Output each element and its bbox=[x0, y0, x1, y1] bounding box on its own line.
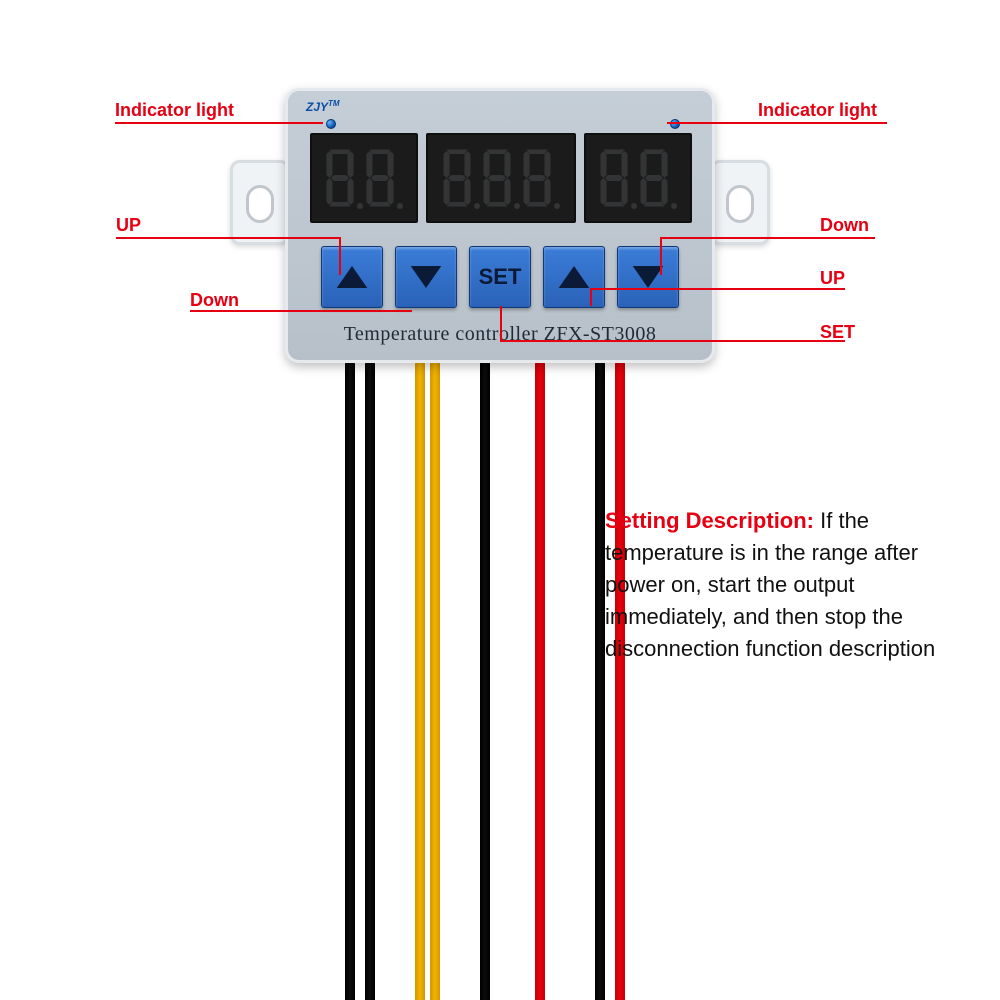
seven-segment-digit bbox=[639, 145, 669, 211]
down-2-button[interactable] bbox=[617, 246, 679, 308]
annotation-indicator-left: Indicator light bbox=[115, 100, 234, 121]
decimal-dot bbox=[671, 203, 677, 209]
decimal-dot bbox=[631, 203, 637, 209]
mount-bracket-left bbox=[230, 160, 290, 245]
decimal-dot bbox=[554, 203, 560, 209]
description-lead: Setting Description: bbox=[605, 508, 820, 533]
leader-up-left bbox=[116, 237, 341, 239]
wire-black-4 bbox=[595, 360, 605, 1000]
brand-logo: ZJYTM bbox=[306, 99, 340, 114]
seven-segment-digit bbox=[522, 145, 552, 211]
setting-description: Setting Description: If the temperature … bbox=[605, 505, 955, 664]
display-screen-2 bbox=[426, 133, 576, 223]
leader-up-right bbox=[590, 288, 845, 290]
wire-black-1 bbox=[345, 360, 355, 1000]
wire-black-3 bbox=[480, 360, 490, 1000]
decimal-dot bbox=[357, 203, 363, 209]
set-button[interactable]: SET bbox=[469, 246, 531, 308]
indicator-led-1 bbox=[326, 119, 336, 129]
decimal-dot bbox=[514, 203, 520, 209]
leader-set-v bbox=[500, 306, 502, 342]
annotation-up-right: UP bbox=[820, 268, 845, 289]
seven-segment-digit bbox=[442, 145, 472, 211]
seven-segment-digit bbox=[482, 145, 512, 211]
up-1-button[interactable] bbox=[321, 246, 383, 308]
leader-indicator-right bbox=[667, 122, 887, 124]
logo-text: ZJY bbox=[306, 100, 328, 114]
leader-down-right bbox=[660, 237, 875, 239]
seven-segment-digit bbox=[599, 145, 629, 211]
leader-down-left bbox=[190, 310, 412, 312]
annotation-down-left: Down bbox=[190, 290, 239, 311]
annotation-up-left: UP bbox=[116, 215, 141, 236]
leader-indicator-left bbox=[115, 122, 323, 124]
display-row bbox=[310, 133, 690, 223]
leader-up-right-v bbox=[590, 288, 592, 306]
button-row: SET bbox=[310, 246, 690, 308]
wire-yellow-1 bbox=[415, 360, 425, 1000]
decimal-dot bbox=[397, 203, 403, 209]
annotation-down-right: Down bbox=[820, 215, 869, 236]
leader-set bbox=[500, 340, 845, 342]
up-2-button[interactable] bbox=[543, 246, 605, 308]
decimal-dot bbox=[474, 203, 480, 209]
annotation-indicator-right: Indicator light bbox=[758, 100, 877, 121]
mount-bracket-right bbox=[710, 160, 770, 245]
wire-red-2 bbox=[615, 360, 625, 1000]
seven-segment-digit bbox=[325, 145, 355, 211]
display-screen-3 bbox=[584, 133, 692, 223]
leader-down-right-v bbox=[660, 237, 662, 275]
wire-black-2 bbox=[365, 360, 375, 1000]
display-screen-1 bbox=[310, 133, 418, 223]
wire-yellow-2 bbox=[430, 360, 440, 1000]
leader-up-left-v bbox=[339, 237, 341, 275]
logo-tm: TM bbox=[328, 99, 340, 108]
seven-segment-digit bbox=[365, 145, 395, 211]
wire-red-1 bbox=[535, 360, 545, 1000]
down-1-button[interactable] bbox=[395, 246, 457, 308]
indicator-led-2 bbox=[670, 119, 680, 129]
